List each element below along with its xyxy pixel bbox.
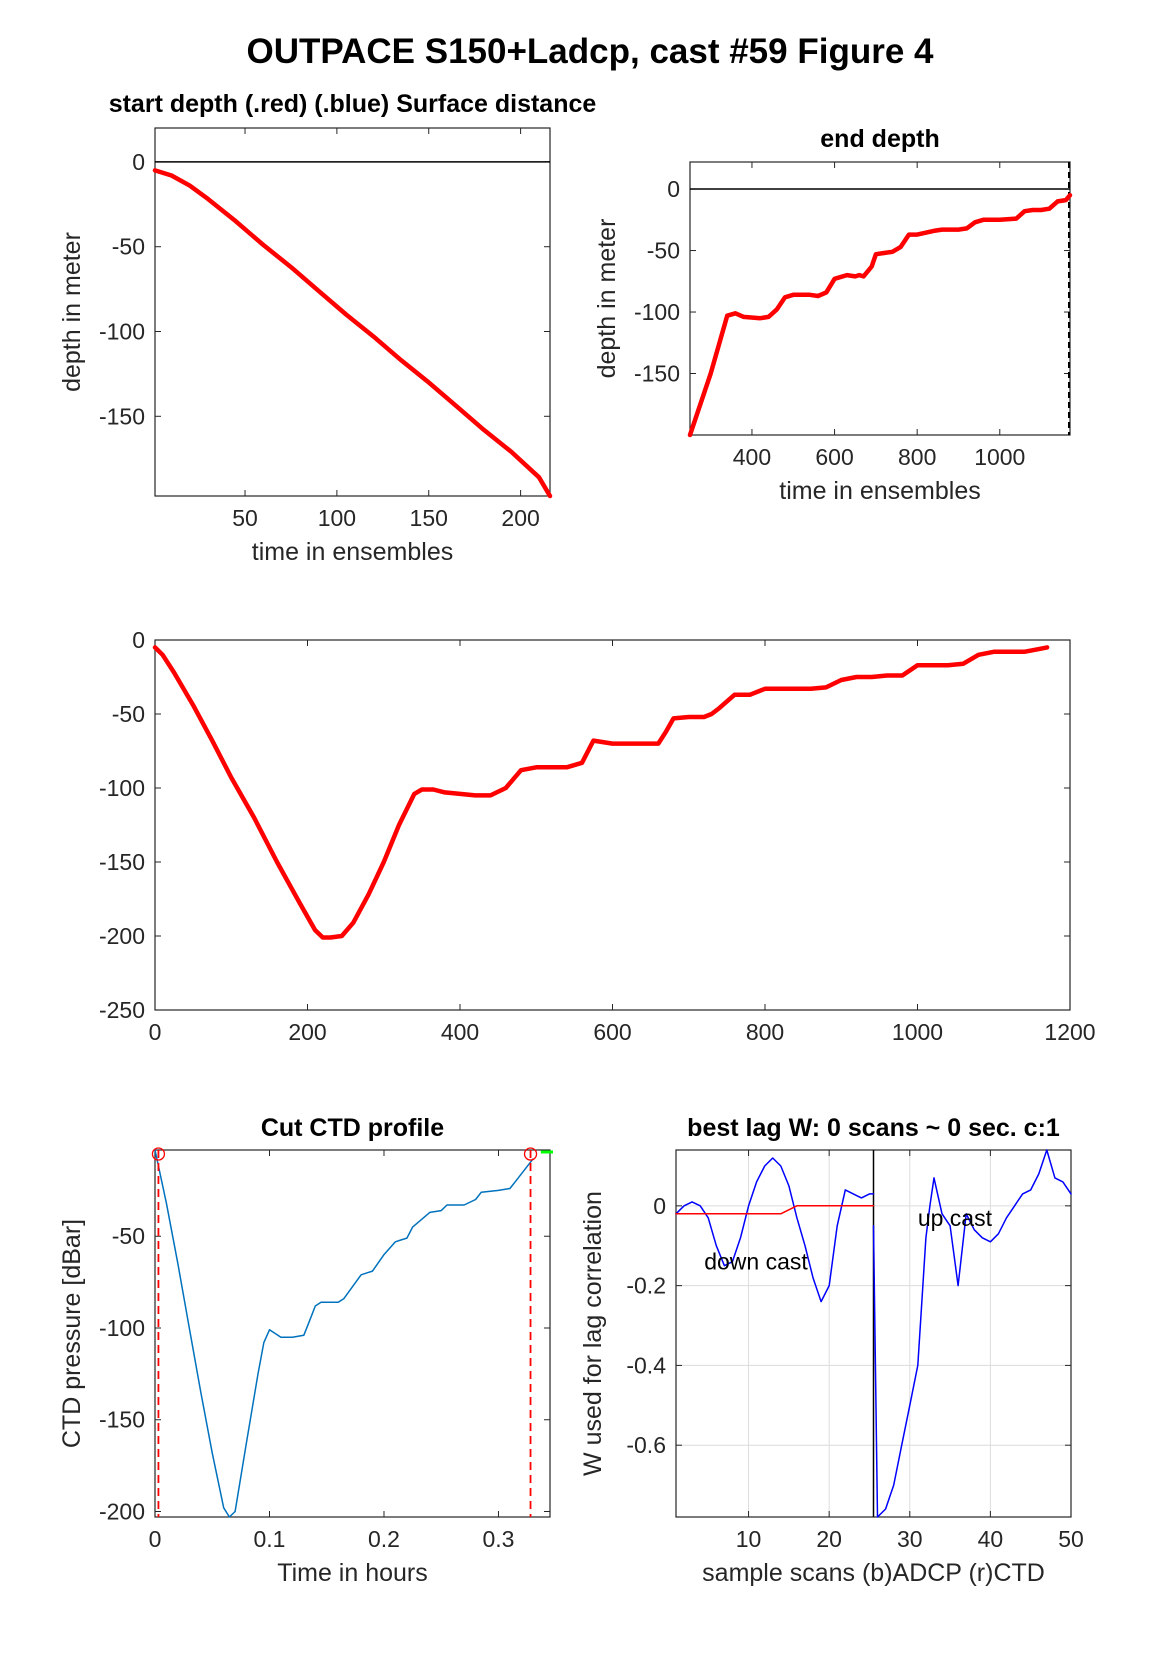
x-tick-label: 0.3 (482, 1526, 514, 1552)
y-tick-label: 0 (667, 176, 680, 202)
chart-title: best lag W: 0 scans ~ 0 sec. c:1 (687, 1114, 1060, 1142)
y-tick-label: -50 (112, 234, 145, 260)
axes-box (154, 1149, 551, 1518)
y-tick-label: -200 (99, 1498, 145, 1524)
x-tick-label: 200 (501, 505, 539, 531)
axes-box (154, 127, 551, 497)
figure-title: OUTPACE S150+Ladcp, cast #59 Figure 4 (247, 32, 935, 71)
axes-box (689, 161, 1071, 436)
x-tick-label: 10 (736, 1526, 762, 1552)
series-line-red (687, 192, 1073, 438)
chart-title: end depth (820, 125, 939, 153)
x-tick-label: 0 (149, 1019, 162, 1045)
y-tick-label: -50 (112, 1223, 145, 1249)
y-axis-label: depth in meter (58, 232, 86, 392)
y-tick-label: -150 (99, 849, 145, 875)
x-tick-label: 30 (897, 1526, 923, 1552)
x-axis-label: sample scans (b)ADCP (r)CTD (702, 1559, 1045, 1587)
y-tick-label: -100 (99, 775, 145, 801)
x-tick-label: 600 (593, 1019, 631, 1045)
chart-start: 50 100 150 200 0 -50 -100 -150 start depth (.red… (58, 90, 596, 566)
y-tick-label: -100 (99, 1315, 145, 1341)
x-tick-label: 150 (410, 505, 448, 531)
x-tick-label: 1000 (892, 1019, 943, 1045)
x-tick-label: 400 (441, 1019, 479, 1045)
x-tick-label: 800 (746, 1019, 784, 1045)
y-axis-label: CTD pressure [dBar] (58, 1219, 86, 1448)
y-axis-label: depth in meter (593, 219, 621, 379)
chart-full: 0 200 400 600 800 1000 1200 0 -50 -100 -150 -200 -25… (99, 627, 1096, 1045)
x-tick-label: 100 (318, 505, 356, 531)
y-tick-label: -50 (647, 238, 680, 264)
y-tick-label: -100 (634, 299, 680, 325)
series-line-blue (872, 1149, 1072, 1518)
y-tick-label: -200 (99, 923, 145, 949)
x-tick-label: 1000 (974, 444, 1025, 470)
x-tick-label: 0.2 (368, 1526, 400, 1552)
y-tick-label: -150 (634, 361, 680, 387)
y-tick-label: -50 (112, 701, 145, 727)
x-tick-label: 400 (733, 444, 771, 470)
y-tick-label: -100 (99, 319, 145, 345)
cut-start-marker (151, 1147, 166, 1161)
x-axis-label: Time in hours (277, 1559, 428, 1587)
series-line-red (675, 1205, 875, 1215)
y-tick-label: 0 (132, 627, 145, 653)
x-tick-label: 20 (816, 1526, 842, 1552)
chart-title: start depth (.red) (.blue) Surface dista… (109, 90, 597, 118)
y-tick-label: -0.2 (626, 1273, 666, 1299)
y-tick-label: -0.6 (626, 1432, 666, 1458)
y-axis-label: W used for lag correlation (579, 1191, 607, 1476)
y-tick-label: -150 (99, 403, 145, 429)
x-tick-label: 50 (1058, 1526, 1084, 1552)
series-line-red (152, 645, 1050, 940)
y-tick-label: 0 (132, 149, 145, 175)
axes-box (154, 639, 1071, 1011)
series-line-ctd (154, 1149, 534, 1518)
annotation-label: up cast (918, 1205, 993, 1231)
chart-title: Cut CTD profile (261, 1114, 444, 1142)
x-tick-label: 200 (288, 1019, 326, 1045)
x-tick-label: 0 (149, 1526, 162, 1552)
x-tick-label: 1200 (1044, 1019, 1095, 1045)
x-tick-label: 0.1 (254, 1526, 286, 1552)
annotation-label: down cast (704, 1249, 808, 1275)
y-tick-label: -0.4 (626, 1352, 666, 1378)
x-tick-label: 800 (898, 444, 936, 470)
y-tick-label: -250 (99, 997, 145, 1023)
y-tick-label: -150 (99, 1407, 145, 1433)
x-tick-label: 50 (232, 505, 258, 531)
x-tick-label: 600 (815, 444, 853, 470)
chart-ctd: 0 0.1 0.2 0.3 -50 -100 -150 -200 Cut CTD profile… (58, 1114, 553, 1587)
x-axis-label: time in ensembles (252, 538, 453, 566)
cut-end-marker (523, 1147, 538, 1161)
y-tick-label: 0 (653, 1193, 666, 1219)
chart-lag: 10 20 30 40 50 0 -0.2 -0.4 -0.6 best lag W: 0 sca… (579, 1114, 1084, 1587)
x-tick-label: 40 (978, 1526, 1004, 1552)
series-line-red (152, 168, 553, 499)
x-axis-label: time in ensembles (779, 477, 980, 505)
series-line-blue (675, 1157, 875, 1303)
chart-end: 400 600 800 1000 0 -50 -100 -150 end depth time i… (593, 125, 1073, 505)
